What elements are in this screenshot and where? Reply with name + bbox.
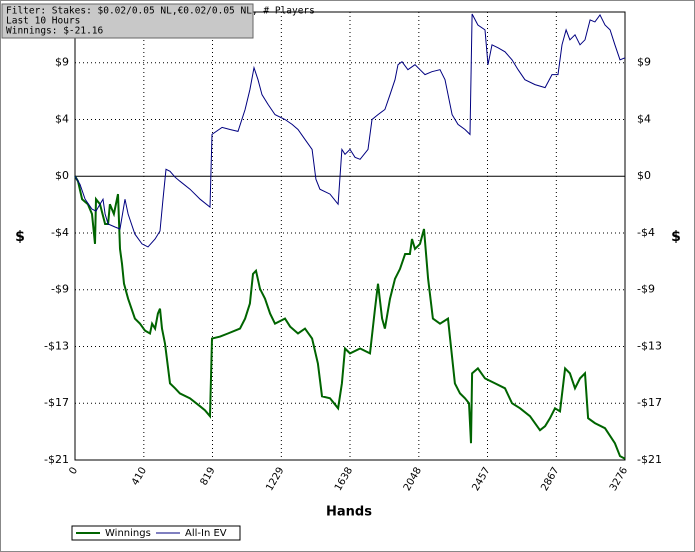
y2-tick-label: $0 <box>637 169 651 182</box>
legend-items: Winnings All-In EV <box>76 528 227 539</box>
x-tick-label: 0 <box>67 466 80 477</box>
y-tick-label: $4 <box>55 112 69 125</box>
y2-tick-label: -$21 <box>637 453 662 466</box>
y2-tick-label: $4 <box>637 112 651 125</box>
y-tick-label: -$9 <box>51 283 69 296</box>
y2-tick-label: -$13 <box>637 339 662 352</box>
info-box: Filter: Stakes: $0.02/0.05 NL,€0.02/0.05… <box>1 3 315 39</box>
legend-label: Winnings <box>105 528 151 539</box>
series-line <box>74 13 626 248</box>
x-axis-label: Hands <box>326 505 372 520</box>
y2-tick-label: -$9 <box>637 283 655 296</box>
y-tick-label: $9 <box>55 56 69 69</box>
y-axis-label: $ <box>15 229 25 245</box>
y-tick-label: -$13 <box>44 339 69 352</box>
y2-tick-label: -$17 <box>637 396 662 409</box>
y-tick-label: -$21 <box>44 453 69 466</box>
y2-tick-label: $9 <box>637 56 651 69</box>
info-background <box>1 3 254 39</box>
info-line: Winnings: $-21.16 <box>6 26 104 37</box>
y-tick-label: -$4 <box>51 226 69 239</box>
lines <box>74 13 626 460</box>
info-line: Filter: Stakes: $0.02/0.05 NL,€0.02/0.05… <box>6 6 315 17</box>
legend-label: All-In EV <box>185 528 227 539</box>
y-tick-label: $0 <box>55 169 69 182</box>
grid <box>74 12 626 461</box>
y2-tick-label: -$4 <box>637 226 655 239</box>
series-line <box>74 175 626 460</box>
info-line: Last 10 Hours <box>6 16 80 27</box>
y-tick-label: -$17 <box>44 396 69 409</box>
y2-axis-label: $ <box>671 229 681 245</box>
